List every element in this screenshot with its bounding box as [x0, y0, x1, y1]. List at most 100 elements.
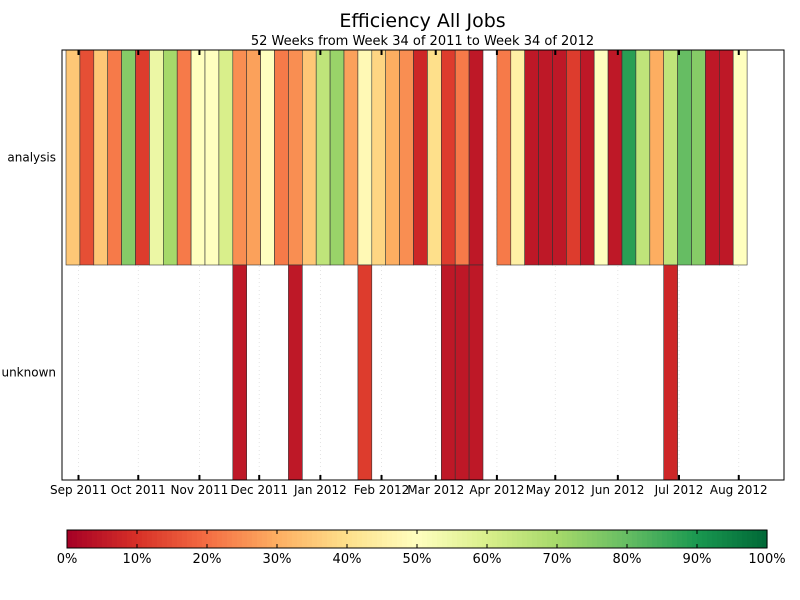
colorbar-swatch	[317, 530, 323, 548]
colorbar-swatch	[157, 530, 163, 548]
colorbar-swatch	[192, 530, 198, 548]
colorbar-swatch	[412, 530, 418, 548]
colorbar-swatch	[202, 530, 208, 548]
colorbar-swatch	[612, 530, 618, 548]
heatmap-cell	[385, 49, 400, 266]
colorbar-swatch	[67, 530, 73, 548]
heatmap-cell	[260, 49, 275, 266]
x-labels: Sep 2011 Oct 2011 Nov 2011 Dec 2011 Jan 2012…	[50, 483, 768, 497]
colorbar-swatch	[637, 530, 643, 548]
colorbar-swatch	[492, 530, 498, 548]
heatmap-cell	[135, 49, 150, 266]
colorbar-swatch	[217, 530, 223, 548]
colorbar-swatch	[477, 530, 483, 548]
colorbar-swatch	[442, 530, 448, 548]
colorbar-swatch	[337, 530, 343, 548]
heatmap-cell	[357, 264, 373, 481]
heatmap-cell	[329, 49, 345, 266]
heatmap-cell	[566, 49, 581, 266]
y-tick-label: analysis	[7, 151, 56, 165]
colorbar-swatch	[407, 530, 413, 548]
colorbar-swatch	[512, 530, 518, 548]
colorbar-swatch	[722, 530, 728, 548]
colorbar-swatch	[532, 530, 538, 548]
heatmap-cell	[93, 49, 109, 266]
colorbar-tick-label: 30%	[263, 552, 292, 567]
colorbar-swatch	[72, 530, 78, 548]
colorbar-swatch	[267, 530, 273, 548]
heatmap-cell	[691, 49, 706, 266]
colorbar-swatch	[197, 530, 203, 548]
colorbar-swatch	[147, 530, 153, 548]
colorbar-swatch	[522, 530, 528, 548]
colorbar-swatch	[82, 530, 88, 548]
colorbar-swatch	[587, 530, 593, 548]
colorbar-tick-label: 10%	[123, 552, 152, 567]
colorbar-swatch	[567, 530, 573, 548]
colorbar-swatch	[272, 530, 278, 548]
colorbar-tick-label: 100%	[748, 552, 785, 567]
colorbar-swatch	[262, 530, 268, 548]
heatmap-cell	[663, 264, 678, 481]
colorbar-tick-label: 70%	[543, 552, 572, 567]
heatmap-cell	[149, 49, 164, 266]
colorbar-swatch	[342, 530, 348, 548]
colorbar-swatch	[692, 530, 698, 548]
colorbar-swatch	[562, 530, 568, 548]
colorbar-swatch	[447, 530, 453, 548]
colorbar-swatch	[577, 530, 583, 548]
colorbar-swatch	[352, 530, 358, 548]
colorbar-swatch	[582, 530, 588, 548]
heatmap-cell	[163, 49, 178, 266]
colorbar-swatch	[437, 530, 443, 548]
heatmap-cell	[190, 49, 206, 266]
colorbar-swatch	[657, 530, 663, 548]
y-labels: analysis unknown	[1, 151, 56, 380]
colorbar-swatch	[327, 530, 333, 548]
colorbar-swatch	[187, 530, 193, 548]
colorbar-swatch	[617, 530, 623, 548]
colorbar-swatch	[97, 530, 103, 548]
colorbar-swatch	[392, 530, 398, 548]
colorbar-swatch	[752, 530, 758, 548]
heatmap-cell	[454, 49, 470, 266]
colorbar-swatch	[527, 530, 533, 548]
heatmap-cell	[121, 49, 136, 266]
colorbar-swatch	[547, 530, 553, 548]
heatmap-cell	[274, 49, 289, 266]
colorbar-swatch	[292, 530, 298, 548]
heatmap-cell	[677, 49, 692, 266]
colorbar-swatch	[677, 530, 683, 548]
colorbar-swatch	[707, 530, 713, 548]
heatmap-cell	[468, 264, 484, 481]
colorbar-swatch	[367, 530, 373, 548]
colorbar-swatch	[622, 530, 628, 548]
colorbar-swatch	[482, 530, 488, 548]
heatmap-cell	[496, 49, 512, 266]
x-tick-label: Aug 2012	[710, 483, 768, 497]
colorbar-swatch	[162, 530, 168, 548]
colorbar-swatch	[287, 530, 293, 548]
colorbar-swatch	[182, 530, 188, 548]
colorbar-swatch	[117, 530, 123, 548]
heatmap-cell	[413, 49, 428, 266]
colorbar-swatch	[417, 530, 423, 548]
colorbar-swatch	[427, 530, 433, 548]
x-tick-label: Feb 2012	[354, 483, 410, 497]
colorbar-swatch	[652, 530, 658, 548]
colorbar-swatch	[647, 530, 653, 548]
colorbar-swatch	[122, 530, 128, 548]
colorbar-swatch	[592, 530, 598, 548]
colorbar-swatch	[77, 530, 83, 548]
colorbar-swatch	[92, 530, 98, 548]
heatmap-cell	[176, 49, 192, 266]
colorbar-swatch	[557, 530, 563, 548]
colorbar-swatch	[252, 530, 258, 548]
colorbar-swatch	[377, 530, 383, 548]
heatmap-cell	[357, 49, 373, 266]
heatmap-cell	[510, 49, 525, 266]
colorbar-swatch	[297, 530, 303, 548]
colorbar-swatch	[472, 530, 478, 548]
x-tick-label: Jan 2012	[293, 483, 347, 497]
heatmap-cell	[524, 49, 539, 266]
